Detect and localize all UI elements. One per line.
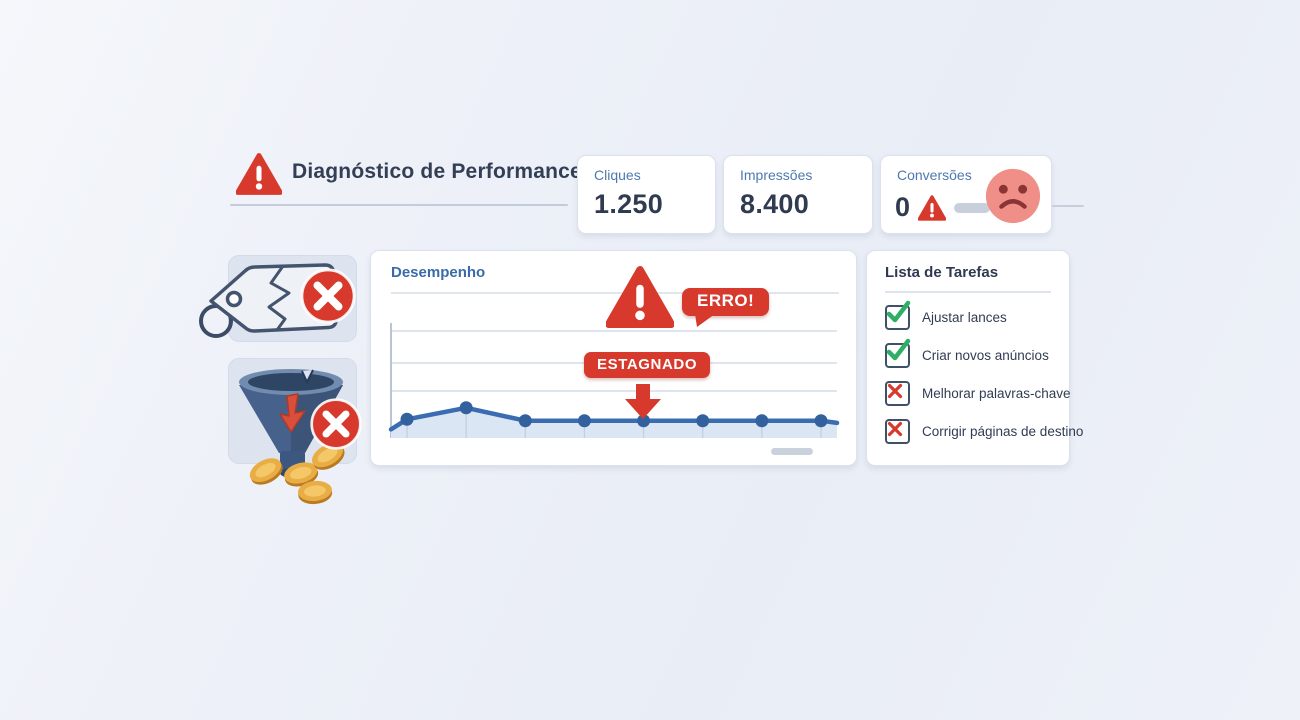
performance-chart-card: Desempenho ERRO! ESTAGNADO [370,250,857,466]
stat-label: Conversões [897,167,972,183]
broken-funnel-icon [239,369,369,505]
warning-icon [606,258,674,336]
card-footer-pill [771,448,813,455]
connector-line [1052,205,1084,207]
chart-title: Desempenho [391,264,486,281]
task-list-title: Lista de Tarefas [885,264,999,281]
down-arrow-icon [625,384,661,419]
broken-price-tag-tile [199,255,357,342]
coins-icon [249,442,345,505]
task-row: Melhorar palavras-chave [885,381,1071,406]
error-badge: ERRO! [682,288,770,316]
task-row: Criar novos anúncios [885,338,1057,368]
chart-title-divider [391,292,839,294]
check-icon [886,338,911,361]
stat-label: Cliques [594,167,641,183]
task-row: Corrigir páginas de destino [885,419,1083,444]
stat-card-conversions: Conversões 0 [880,155,1052,234]
warning-icon [236,152,282,196]
task-title-divider [885,291,1051,293]
cross-icon [887,421,903,437]
stat-value: 8.400 [740,189,810,219]
broken-tag-icon [199,263,359,338]
task-list: Ajustar lances Criar novos anúncios Melh… [885,300,1083,457]
stagnant-badge: ESTAGNADO [584,352,711,378]
task-row: Ajustar lances [885,300,1057,330]
stat-value: 1.250 [594,189,664,219]
task-label: Corrigir páginas de destino [922,424,1084,439]
task-checkbox[interactable] [885,300,911,330]
task-checkbox[interactable] [885,338,911,368]
line-chart [388,323,840,438]
task-label: Melhorar palavras-chave [922,386,1071,401]
task-label: Criar novos anúncios [922,348,1049,363]
task-checkbox[interactable] [885,419,910,444]
check-icon [886,300,911,323]
task-checkbox[interactable] [885,381,910,406]
cross-icon [887,383,903,399]
sad-face-icon [985,168,1041,224]
task-list-card: Lista de Tarefas Ajustar lances Criar no… [866,250,1083,466]
stat-value: 0 [895,192,911,222]
warning-icon [918,195,946,221]
header-divider [230,204,568,206]
stat-card-impressions: Impressões 8.400 [723,155,873,234]
broken-funnel-tile [228,358,357,505]
page-title: Diagnóstico de Performance [292,160,582,183]
stat-card-clicks: Cliques 1.250 [577,155,716,234]
empty-progress-bar [954,202,991,213]
stat-label: Impressões [740,167,813,183]
task-label: Ajustar lances [922,310,1007,325]
